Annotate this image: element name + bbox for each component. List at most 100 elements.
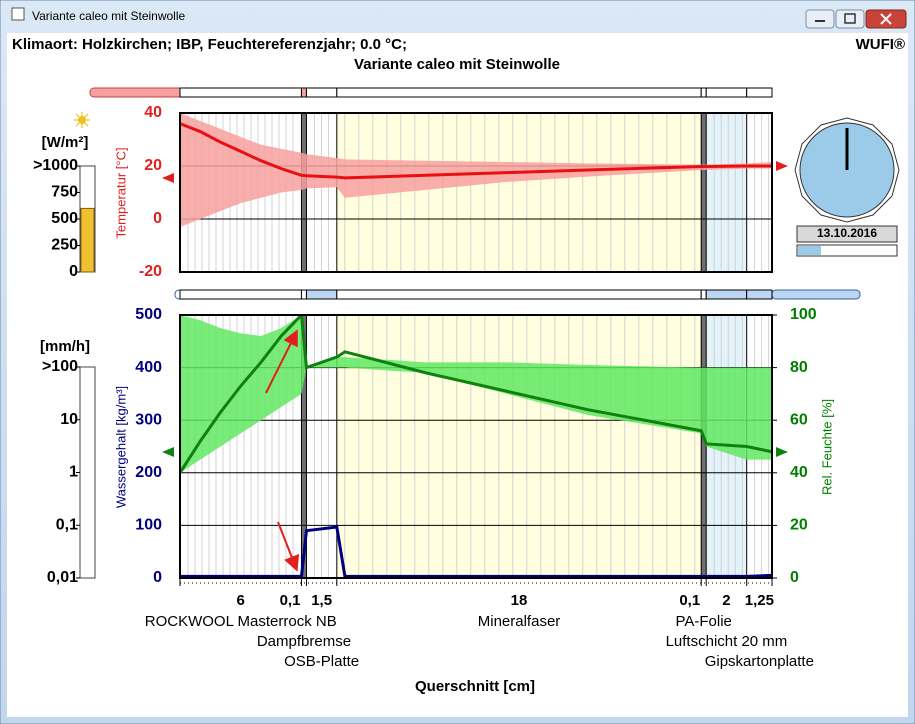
- x-tick-label: 6: [237, 592, 245, 609]
- date-box: [796, 225, 898, 243]
- y-tick-label: 20: [144, 157, 162, 174]
- surface-marker: [162, 173, 174, 183]
- layer-bar: [700, 87, 707, 98]
- layer-bar: [305, 289, 338, 300]
- y-axis-label: Temperatur [°C]: [113, 147, 128, 238]
- layer-bar: [746, 87, 773, 98]
- app-icon: [11, 7, 25, 21]
- layer-background: [301, 113, 307, 272]
- range-band: [180, 315, 772, 473]
- gauge-tick-label: 500: [51, 210, 78, 227]
- layer-name: ROCKWOOL Masterrock NB: [145, 613, 337, 630]
- y-tick-label: 0: [153, 210, 162, 227]
- layer-background: [701, 113, 707, 272]
- y-tick-label: 400: [135, 359, 162, 376]
- progress-bar: [796, 244, 898, 257]
- gauge-frame: [79, 366, 96, 579]
- layer-name: PA-Folie: [676, 613, 732, 630]
- layer-bar: [300, 87, 307, 98]
- layer-name: Mineralfaser: [478, 613, 561, 630]
- y2-tick-label: 0: [790, 569, 799, 586]
- clock: [794, 117, 900, 223]
- y2-tick-label: 100: [790, 306, 817, 323]
- layer-bar: [305, 87, 338, 98]
- x-tick-label: 1,25: [745, 592, 774, 609]
- gauge-tick-label: 1: [69, 464, 78, 481]
- y2-tick-label: 40: [790, 464, 808, 481]
- x-axis-label: Querschnitt [cm]: [415, 678, 535, 695]
- layer-name: Dampfbremse: [257, 633, 351, 650]
- y2-tick-label: 80: [790, 359, 808, 376]
- radiation-label: [W/m²]: [42, 134, 89, 151]
- layer-bar: [746, 289, 773, 300]
- gauge-bar: [80, 207, 95, 273]
- layer-bar: [179, 289, 302, 300]
- climate-info: Klimaort: Holzkirchen; IBP, Feuchterefer…: [12, 36, 407, 53]
- layer-bar-ext: [771, 289, 861, 300]
- plot-data: [180, 315, 772, 578]
- y2-tick-label: 60: [790, 411, 808, 428]
- data-line: [180, 122, 772, 180]
- x-tick-label: 1,5: [311, 592, 332, 609]
- layer-bar: [705, 87, 748, 98]
- y-tick-label: 200: [135, 464, 162, 481]
- layer-background: [706, 113, 747, 272]
- layer-background: [336, 315, 702, 578]
- plot-frame: [179, 314, 773, 579]
- x-tick-label: 0,1: [679, 592, 700, 609]
- brand: WUFI®: [856, 36, 905, 53]
- layer-name: Gipskartonplatte: [705, 653, 814, 670]
- gauge-tick-label: 750: [51, 184, 78, 201]
- gauge-tick-label: 250: [51, 237, 78, 254]
- layer-bar: [179, 87, 302, 98]
- minimize-button[interactable]: [805, 9, 835, 29]
- surface-marker: [776, 161, 788, 171]
- annotation-arrow: [277, 521, 300, 572]
- y-tick-label: 300: [135, 411, 162, 428]
- window-title: Variante caleo mit Steinwolle: [32, 9, 186, 23]
- layer-bar: [705, 289, 748, 300]
- plot-data: [180, 113, 772, 227]
- gauge-tick-label: 0,01: [47, 569, 78, 586]
- gauge-tick-label: 0: [69, 263, 78, 280]
- layer-name: OSB-Platte: [284, 653, 359, 670]
- layer-bar: [336, 87, 702, 98]
- gauge-tick-label: >1000: [33, 157, 78, 174]
- layer-background: [746, 113, 772, 272]
- y2-tick-label: 20: [790, 517, 808, 534]
- range-band: [180, 113, 772, 227]
- layer-bar-ext: [89, 87, 186, 98]
- plot-frame: [179, 112, 773, 273]
- y-tick-label: -20: [139, 263, 162, 280]
- chart-title: Variante caleo mit Steinwolle: [354, 56, 560, 73]
- y-tick-label: 0: [153, 569, 162, 586]
- annotation-arrow: [265, 329, 298, 394]
- y-axis-label: Wassergehalt [kg/m³]: [113, 386, 128, 508]
- x-tick-label: 2: [722, 592, 730, 609]
- y2-axis-label: Rel. Feuchte [%]: [819, 399, 834, 495]
- maximize-button[interactable]: [835, 9, 865, 29]
- date: 13.10.2016: [817, 226, 877, 240]
- progress-fill: [798, 246, 821, 255]
- gauge-tick-label: 0,1: [56, 516, 78, 533]
- rain-label: [mm/h]: [40, 338, 90, 355]
- gauge-tick-label: >100: [42, 358, 78, 375]
- data-line: [180, 525, 772, 578]
- x-tick-label: 0,1: [280, 592, 301, 609]
- layer-bar: [700, 289, 707, 300]
- window-buttons[interactable]: [805, 9, 907, 29]
- sun-icon: [74, 112, 90, 128]
- layer-bar: [336, 289, 702, 300]
- gauge-tick-label: 10: [60, 411, 78, 428]
- surface-marker: [776, 447, 788, 457]
- layer-bar: [300, 289, 307, 300]
- data-line: [180, 315, 772, 474]
- x-tick-label: 18: [511, 592, 528, 609]
- layer-name: Luftschicht 20 mm: [666, 633, 788, 650]
- y-tick-label: 40: [144, 104, 162, 121]
- surface-marker: [162, 447, 174, 457]
- y-tick-label: 100: [135, 517, 162, 534]
- y-tick-label: 500: [135, 306, 162, 323]
- layer-background: [301, 315, 307, 578]
